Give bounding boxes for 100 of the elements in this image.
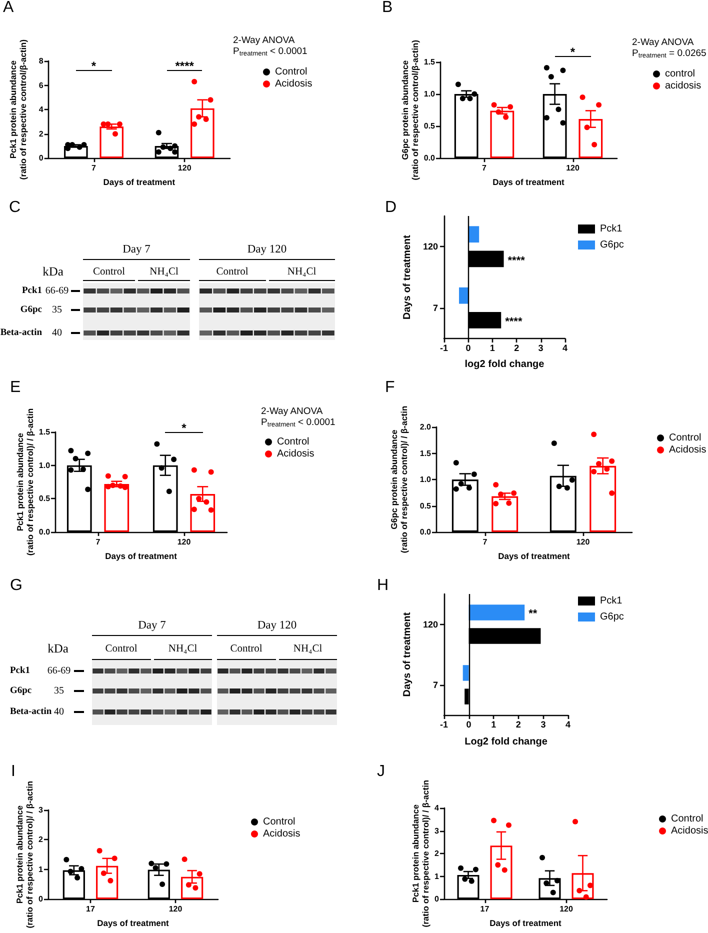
chart-title: I xyxy=(11,763,16,780)
legend-label: Acidosis xyxy=(275,78,312,90)
text: 66-69 xyxy=(45,284,69,298)
x-axis-title: Days of treatment xyxy=(97,918,170,928)
y-tick-label: 0.5 xyxy=(420,501,432,510)
text: 35 xyxy=(54,684,64,698)
y-tick-label: 6 xyxy=(38,80,44,90)
x-tick-label: 2 xyxy=(514,343,520,353)
chart-title: J xyxy=(377,763,385,780)
text: NH₄Cl xyxy=(168,642,198,656)
x-axis-title: Days of treatment xyxy=(492,177,565,187)
x-tick-label: 4 xyxy=(565,720,571,730)
annotation: **** xyxy=(175,59,194,73)
text: Beta-actin xyxy=(0,327,42,339)
annotation: * xyxy=(182,421,186,435)
y-axis-title: G6pc protein abundance (ratio of respective control)/ / β-actin xyxy=(388,406,409,554)
text: Day 7 xyxy=(122,244,150,256)
text: Pck1 xyxy=(10,665,30,677)
y-tick-label: 2.0 xyxy=(420,422,432,432)
x-axis-title: Days of treatment xyxy=(103,177,176,187)
text: G6pc xyxy=(20,304,42,316)
y-tick-label: 120 xyxy=(422,242,438,252)
x-axis-title: log2 fold change xyxy=(464,358,545,370)
text: Day 120 xyxy=(247,244,287,256)
x-tick-label: -1 xyxy=(440,343,448,353)
legend-label: Control xyxy=(263,816,296,828)
text: C xyxy=(9,199,21,216)
y-tick-label: 1.0 xyxy=(420,475,432,484)
x-tick-label: 17 xyxy=(480,904,490,914)
x-axis-title: Log2 fold change xyxy=(464,736,548,748)
text: Pck1 xyxy=(22,285,42,297)
text: 40 xyxy=(54,706,64,718)
x-tick-label: -1 xyxy=(440,720,448,730)
text: Control xyxy=(105,642,138,656)
text: Control xyxy=(92,266,126,278)
annotation: **** xyxy=(505,316,522,328)
y-tick-label: 3 xyxy=(434,826,440,836)
text: 35 xyxy=(52,304,62,316)
y-tick-label: 2 xyxy=(434,849,440,858)
y-tick-label: 1 xyxy=(434,872,440,881)
text: Day 7 xyxy=(138,620,166,632)
chart-title: D xyxy=(385,199,397,216)
legend-label: acidosis xyxy=(665,80,702,92)
x-tick-label: 7 xyxy=(482,164,488,173)
y-tick-label: 4 xyxy=(434,804,440,812)
y-axis-title: Days of treatment xyxy=(402,612,413,697)
x-tick-label: 7 xyxy=(96,538,101,546)
legend-label: Pck1 xyxy=(600,596,623,606)
x-tick-label: 120 xyxy=(566,164,580,173)
y-tick-label: 7 xyxy=(432,302,438,313)
text: P$_{treatment}$ < 0.0001 xyxy=(261,417,336,429)
x-axis-title: Days of treatment xyxy=(105,550,178,561)
x-axis-title: Days of treatment xyxy=(490,918,562,928)
text: 2-Way ANOVA xyxy=(632,37,694,48)
y-tick-label: 1.5 xyxy=(38,428,51,436)
chart-title: B xyxy=(382,0,393,16)
x-tick-label: 120 xyxy=(560,904,574,914)
text: NH₄Cl xyxy=(150,266,178,278)
y-tick-label: 1.5 xyxy=(424,58,436,66)
y-tick-label: 1.0 xyxy=(424,90,436,99)
x-tick-label: 17 xyxy=(86,904,96,914)
legend-label: Pck1 xyxy=(600,224,623,234)
legend-label: Control xyxy=(277,436,310,448)
y-tick-label: 0.0 xyxy=(424,154,436,163)
y-tick-label: 0.5 xyxy=(38,494,51,504)
text: 2-Way ANOVA xyxy=(233,35,295,46)
x-tick-label: 0 xyxy=(466,720,472,730)
text: P$_{treatment}$ < 0.0001 xyxy=(233,46,308,58)
y-tick-label: 4 xyxy=(38,105,44,114)
y-axis-title: Days of treatment xyxy=(402,234,413,320)
x-tick-label: 3 xyxy=(538,343,544,353)
y-tick-label: 0 xyxy=(434,894,440,904)
x-tick-label: 7 xyxy=(482,538,488,546)
y-tick-label: 1.5 xyxy=(420,448,432,458)
x-tick-label: 3 xyxy=(540,720,546,730)
y-axis-title: Pck1 protein abundance (ratio of respective control/β-actin) xyxy=(8,39,28,180)
legend-label: Acidosis xyxy=(263,828,300,840)
y-tick-label: 0.0 xyxy=(420,528,432,536)
text: P$_{treatment}$ = 0.0265 xyxy=(632,48,706,60)
text: kDa xyxy=(42,264,64,278)
y-tick-label: 2 xyxy=(38,835,44,844)
text: kDa xyxy=(48,642,68,656)
y-tick-label: 0 xyxy=(38,894,44,904)
y-tick-label: 1 xyxy=(38,864,44,874)
text: * xyxy=(570,45,576,59)
x-tick-label: 1 xyxy=(491,720,496,730)
y-tick-label: 0.0 xyxy=(38,528,51,536)
text: Day 120 xyxy=(257,620,297,632)
y-tick-label: 3 xyxy=(38,806,44,814)
text: Beta-actin xyxy=(10,706,52,718)
text: NH₄Cl xyxy=(287,266,316,278)
chart-title: F xyxy=(385,379,395,396)
x-tick-label: 120 xyxy=(177,538,192,546)
x-tick-label: 120 xyxy=(576,538,590,546)
y-axis-title: Pck1 protein abundance (ratio of respective control)/ / β-actin xyxy=(410,780,431,928)
legend-label: Control xyxy=(669,432,702,444)
y-tick-label: 1.0 xyxy=(38,460,51,470)
legend-label: Control xyxy=(671,814,704,824)
text: G xyxy=(10,577,22,594)
y-tick-label: 0.5 xyxy=(424,122,436,131)
